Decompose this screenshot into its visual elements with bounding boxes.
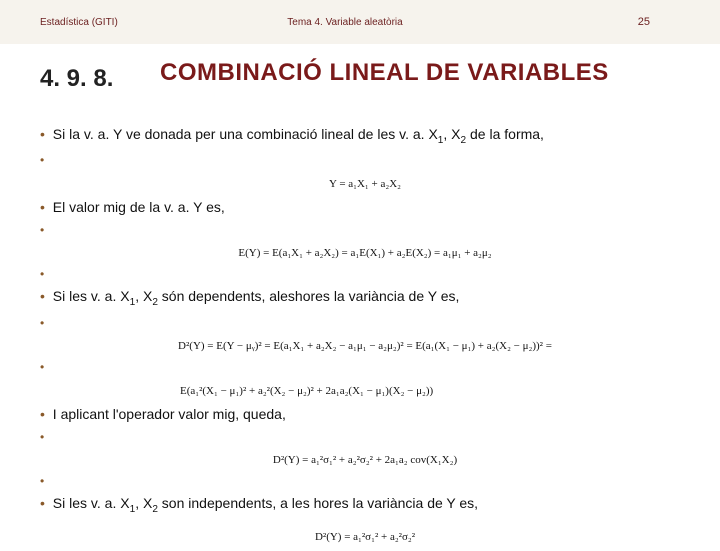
bullet-3-text-c: són dependents, aleshores la variància d… (158, 288, 459, 304)
formula-4-row: D²(Y) = a₁²σ₁² + a₂²σ₂² + 2a₁a₂ cov(X₁X₂… (40, 450, 690, 468)
formula-3a-row: D²(Y) = E(Y − μᵧ)² = E(a₁X₁ + a₂X₂ − a₁μ… (40, 336, 690, 354)
bullet-5-text-b: , X (135, 495, 152, 511)
bullet-4: • I aplicant l'operador valor mig, queda… (40, 405, 690, 424)
bullet-dot-icon: • (40, 495, 45, 511)
formula-2: E(Y) = E(a₁X₁ + a₂X₂) = a₁E(X₁) + a₂E(X₂… (238, 247, 491, 259)
bullet-3-text-a: Si les v. a. X (53, 288, 130, 304)
bullet-empty: • (40, 267, 690, 281)
formula-1: Y = a₁X₁ + a₂X₂ (329, 178, 401, 190)
formula-5: D²(Y) = a₁²σ₁² + a₂²σ₂² (315, 531, 415, 543)
bullet-1-text-a: Si la v. a. Y ve donada per una combinac… (53, 126, 438, 142)
formula-3b-row: E(a₁²(X₁ − μ₁)² + a₂²(X₂ − μ₂)² + 2a₁a₂(… (40, 381, 690, 399)
slide-content: • Si la v. a. Y ve donada per una combin… (40, 125, 690, 551)
bullet-1: • Si la v. a. Y ve donada per una combin… (40, 125, 690, 147)
formula-1-row: Y = a₁X₁ + a₂X₂ (40, 174, 690, 192)
header-center: Tema 4. Variable aleatòria (243, 17, 446, 28)
section-number: 4. 9. 8. (40, 65, 113, 93)
bullet-2-text: El valor mig de la v. a. Y es, (53, 199, 225, 215)
bullet-empty: • (40, 153, 690, 167)
slide: Estadística (GITI) Tema 4. Variable alea… (0, 0, 720, 540)
formula-3b: E(a₁²(X₁ − μ₁)² + a₂²(X₂ − μ₂)² + 2a₁a₂(… (180, 385, 433, 397)
bullet-3: • Si les v. a. X1, X2 són dependents, al… (40, 287, 690, 309)
bullet-5: • Si les v. a. X1, X2 son independents, … (40, 494, 690, 516)
bullet-empty: • (40, 316, 690, 330)
bullet-empty: • (40, 474, 690, 488)
bullet-dot-icon: • (40, 199, 45, 215)
bullet-2: • El valor mig de la v. a. Y es, (40, 198, 690, 217)
bullet-empty: • (40, 223, 690, 237)
bullet-1-text-c: de la forma, (466, 126, 544, 142)
bullet-dot-icon: • (40, 406, 45, 422)
slide-title: COMBINACIÓ LINEAL DE VARIABLES (160, 59, 609, 87)
formula-2-row: E(Y) = E(a₁X₁ + a₂X₂) = a₁E(X₁) + a₂E(X₂… (40, 243, 690, 261)
header-left: Estadística (GITI) (40, 17, 243, 28)
formula-4: D²(Y) = a₁²σ₁² + a₂²σ₂² + 2a₁a₂ cov(X₁X₂… (273, 454, 457, 466)
bullet-4-text: I aplicant l'operador valor mig, queda, (53, 406, 286, 422)
bullet-dot-icon: • (40, 126, 45, 142)
bullet-3-text-b: , X (135, 288, 152, 304)
bullet-empty: • (40, 430, 690, 444)
bullet-5-text-c: son independents, a les hores la variànc… (158, 495, 478, 511)
slide-header: Estadística (GITI) Tema 4. Variable alea… (0, 0, 720, 44)
formula-3a: D²(Y) = E(Y − μᵧ)² = E(a₁X₁ + a₂X₂ − a₁μ… (178, 340, 552, 352)
bullet-dot-icon: • (40, 288, 45, 304)
bullet-empty: • (40, 360, 690, 374)
bullet-5-text-a: Si les v. a. X (53, 495, 130, 511)
bullet-1-text-b: , X (443, 126, 460, 142)
header-page-number: 25 (447, 16, 680, 28)
formula-5-row: D²(Y) = a₁²σ₁² + a₂²σ₂² (40, 527, 690, 545)
